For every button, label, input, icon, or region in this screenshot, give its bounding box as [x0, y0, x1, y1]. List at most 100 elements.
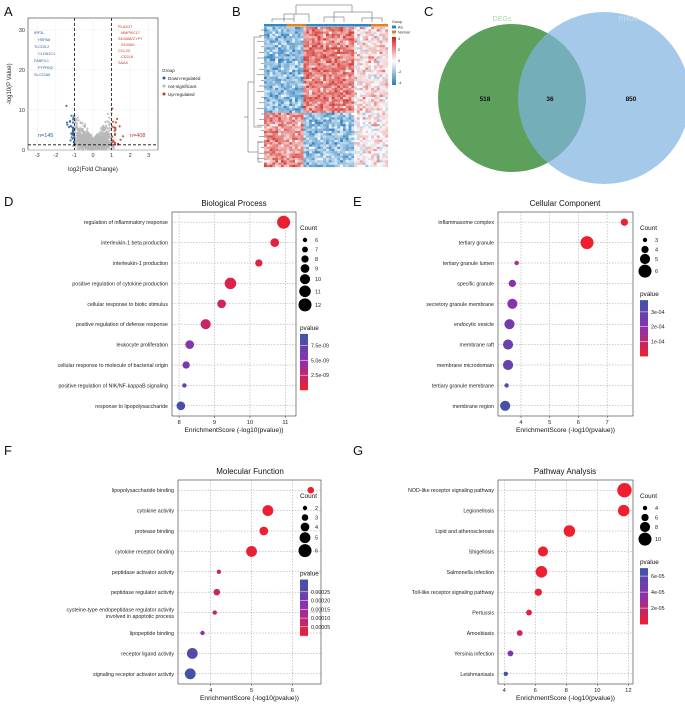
heatmap-cell: [342, 103, 346, 107]
heatmap-cell: [303, 49, 307, 52]
heatmap-cell: [379, 126, 383, 129]
heatmap-cell: [280, 56, 284, 59]
heatmap-cell: [334, 112, 338, 116]
color-legend-title: pvalue: [300, 325, 319, 332]
heatmap-cell: [283, 151, 287, 154]
heatmap-cell: [340, 72, 344, 75]
volcano-point: [108, 126, 111, 129]
heatmap-cell: [348, 63, 352, 66]
heatmap-cell: [376, 36, 380, 39]
heatmap-cell: [385, 137, 389, 141]
heatmap-cell: [303, 72, 307, 75]
heatmap-cell: [320, 133, 324, 136]
heatmap-cell: [362, 54, 366, 57]
heatmap-cell: [269, 148, 273, 152]
heatmap-cell: [351, 63, 355, 66]
heatmap-cell: [303, 139, 307, 143]
volcano-point: [76, 116, 79, 119]
heatmap-cell: [376, 142, 380, 145]
color-legend-step: [300, 614, 308, 618]
heatmap-cell: [275, 99, 279, 102]
volcano-gene-label-down: IRF3L: [34, 31, 44, 35]
heatmap-cell: [320, 40, 324, 43]
heatmap-cell: [373, 45, 377, 48]
heatmap-cell: [351, 33, 355, 37]
heatmap-cell: [368, 133, 372, 136]
heatmap-cell: [278, 76, 282, 80]
heatmap-cell: [368, 36, 372, 39]
heatmap-cell: [309, 148, 313, 152]
color-legend-step: [640, 304, 648, 308]
heatmap-cell: [266, 94, 270, 98]
heatmap-cell: [345, 128, 349, 132]
volcano-point: [82, 147, 85, 150]
heatmap-cell: [317, 97, 321, 100]
heatmap-cell: [300, 112, 304, 116]
heatmap-cell: [328, 115, 332, 118]
heatmap-cell: [292, 160, 296, 163]
heatmap-cell: [297, 124, 301, 127]
heatmap-cell: [303, 60, 307, 64]
plot-frame: [497, 479, 634, 685]
heatmap-cell: [337, 38, 341, 41]
heatmap-cell: [371, 157, 375, 161]
heatmap-cell: [314, 164, 318, 168]
dot-point: [502, 339, 514, 350]
heatmap-cell: [278, 74, 282, 77]
heatmap-cell: [334, 153, 338, 156]
heatmap-cell: [345, 67, 349, 71]
heatmap-cell: [342, 49, 346, 52]
heatmap-cell: [275, 60, 279, 64]
dot-point: [507, 298, 518, 309]
heatmap-cell: [297, 117, 301, 120]
heatmap-cell: [345, 51, 349, 55]
heatmap-cell: [323, 162, 327, 165]
heatmap-cell: [295, 31, 298, 34]
heatmap-cell: [337, 97, 341, 100]
heatmap-cell: [351, 78, 355, 82]
heatmap-cell: [295, 74, 298, 77]
heatmap-cell: [357, 49, 360, 52]
heatmap-cell: [368, 92, 372, 95]
heatmap-cell: [362, 69, 366, 73]
heatmap-cell: [371, 29, 375, 32]
heatmap-cell: [283, 164, 287, 168]
volcano-point: [86, 145, 89, 148]
heatmap-cell: [306, 51, 310, 55]
color-legend-step: [300, 387, 308, 391]
volcano-point: [78, 132, 82, 135]
heatmap-cell: [357, 58, 360, 62]
color-legend-step: [640, 300, 648, 303]
heatmap-cell: [314, 58, 318, 62]
color-legend-step: [640, 568, 648, 571]
heatmap-cell: [264, 40, 267, 43]
heatmap-cell: [371, 33, 375, 37]
heatmap-cell: [292, 51, 296, 55]
heatmap-cell: [300, 42, 304, 46]
heatmap-cell: [266, 135, 270, 138]
heatmap-cell: [289, 76, 293, 80]
heatmap-cell: [340, 164, 344, 168]
heatmap-cell: [323, 51, 327, 55]
heatmap-cell: [323, 31, 327, 34]
heatmap-cell: [289, 94, 293, 98]
heatmap-cell: [286, 87, 290, 91]
heatmap-cell: [382, 164, 386, 168]
heatmap-cell: [362, 162, 366, 165]
x-tick-label: 9: [213, 420, 216, 426]
heatmap-cell: [351, 56, 355, 59]
heatmap-cell: [357, 139, 360, 143]
dot-point: [246, 545, 257, 557]
heatmap-cell: [354, 155, 358, 159]
volcano-x-tick: 2: [129, 153, 132, 159]
heatmap-cell: [269, 76, 273, 80]
heatmap-cell: [328, 67, 332, 71]
heatmap-cell: [371, 124, 375, 127]
heatmap-cell: [264, 162, 267, 165]
heatmap-cell: [365, 92, 369, 95]
heatmap-cell: [331, 115, 335, 118]
heatmap-cell: [317, 121, 321, 125]
heatmap-cell: [297, 110, 301, 113]
heatmap-cell: [272, 157, 276, 161]
heatmap-cell: [269, 155, 273, 159]
